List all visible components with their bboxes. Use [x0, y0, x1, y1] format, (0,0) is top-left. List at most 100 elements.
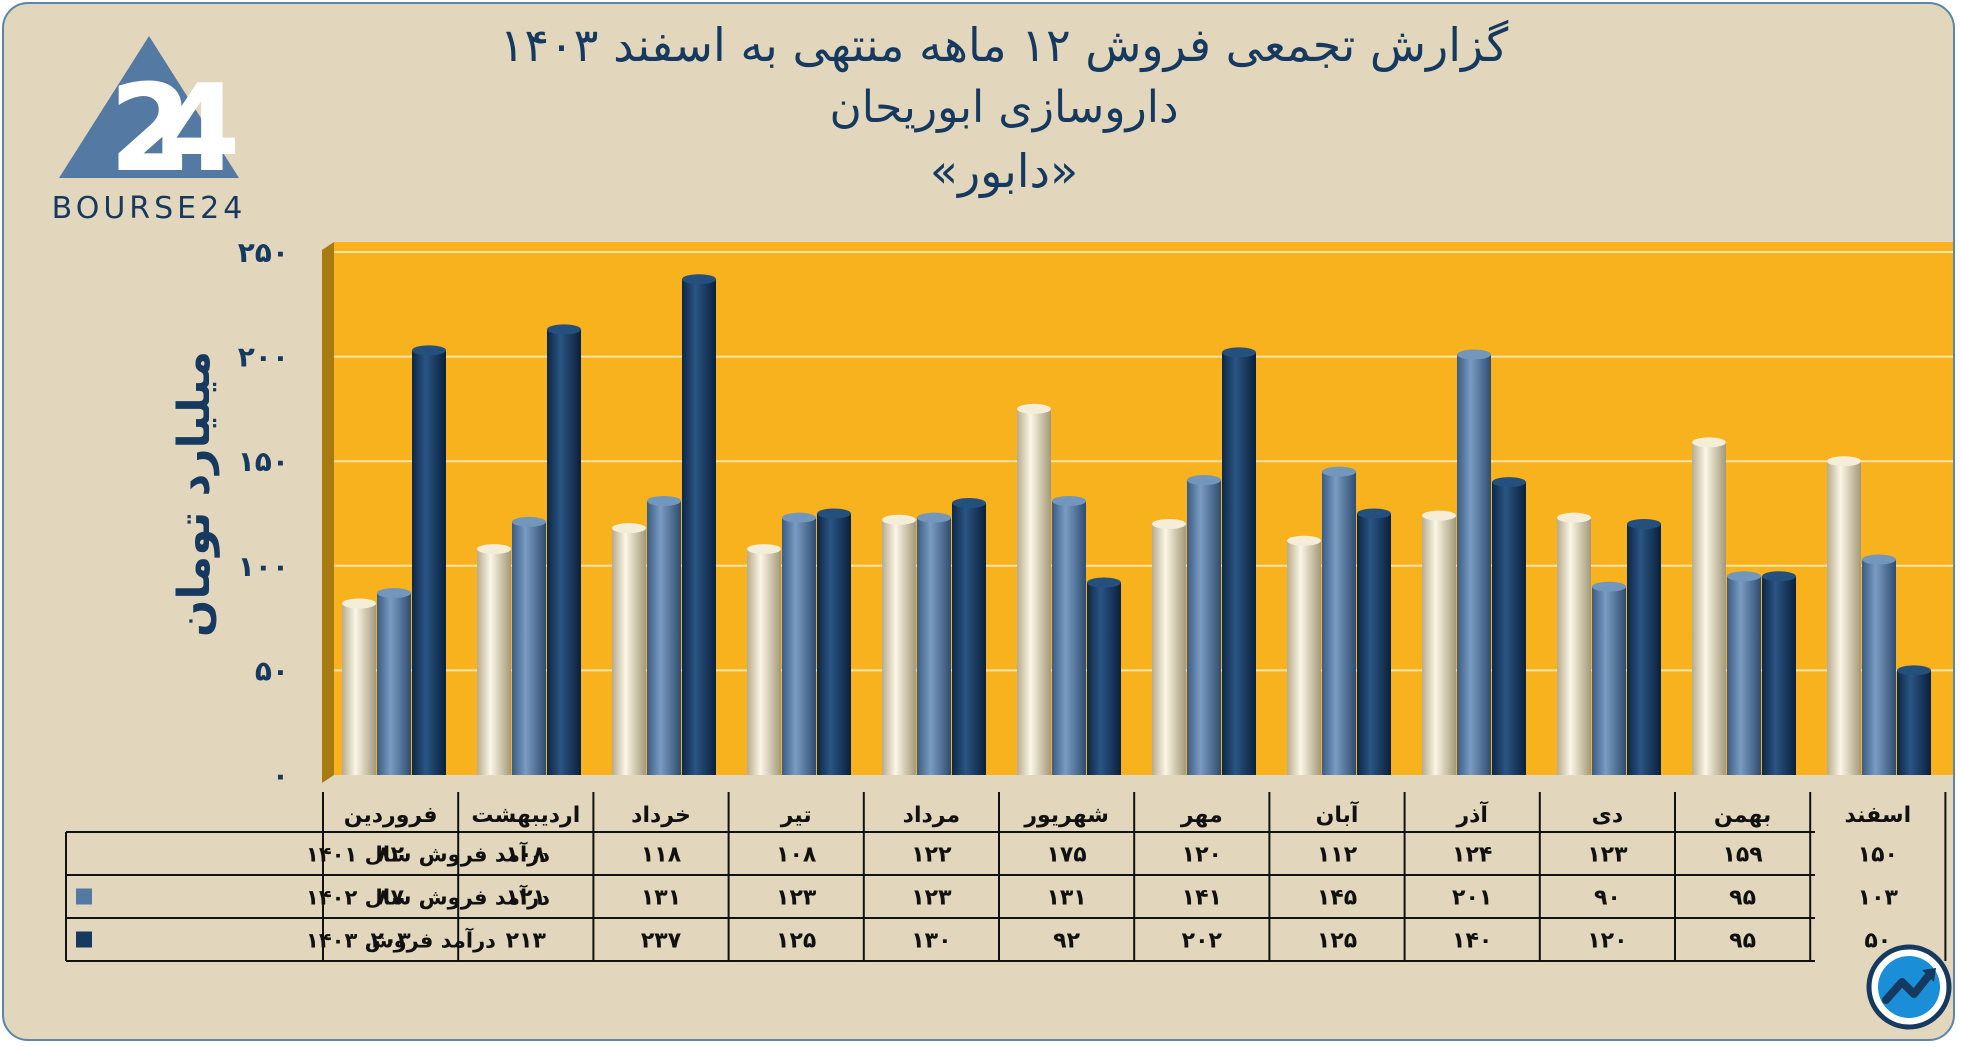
bar-body — [1287, 540, 1321, 775]
bar-body — [1492, 482, 1526, 775]
bar-cap — [1052, 495, 1086, 506]
data-label: ۱۴۰ — [1452, 929, 1492, 954]
bar — [1762, 571, 1796, 775]
bar — [682, 274, 716, 775]
bar-body — [1222, 352, 1256, 775]
bar-body — [1187, 480, 1221, 775]
bar — [647, 495, 681, 775]
bar — [747, 544, 781, 775]
bar-body — [647, 500, 681, 775]
bar-cap — [1862, 554, 1896, 565]
data-label: ۱۵۹ — [1722, 843, 1762, 868]
bar-body — [1087, 582, 1121, 775]
bar-body — [547, 329, 581, 775]
data-label: ۹۵ — [1729, 929, 1756, 954]
bar-cap — [1762, 571, 1796, 582]
svg-text:2: 2 — [109, 60, 193, 199]
bar-cap — [1692, 437, 1726, 448]
data-label: ۲۰۱ — [1452, 886, 1492, 911]
bar-cap — [1322, 466, 1356, 477]
bar-body — [612, 528, 646, 775]
bar-cap — [1222, 347, 1256, 358]
y-axis-label: میلیارد تومان — [169, 350, 220, 638]
bar-cap — [647, 495, 681, 506]
bar-cap — [1087, 577, 1121, 588]
bar — [612, 523, 646, 775]
bar — [782, 512, 816, 775]
bar-body — [1692, 442, 1726, 775]
bar-cap — [1827, 456, 1861, 467]
x-tick-label: بهمن — [1714, 803, 1771, 828]
bar — [1187, 475, 1221, 775]
bar-cap — [1017, 403, 1051, 414]
x-tick-label: خرداد — [631, 803, 691, 828]
bar-body — [682, 279, 716, 775]
bar-cap — [1897, 665, 1931, 676]
bar — [1152, 518, 1186, 775]
bar-body — [817, 513, 851, 775]
x-tick-label: مرداد — [903, 803, 960, 828]
bar — [1287, 535, 1321, 775]
bar-cap — [1727, 571, 1761, 582]
bar — [952, 498, 986, 775]
bar-body — [1827, 461, 1861, 775]
data-label: ۱۰۸ — [506, 843, 547, 868]
y-tick-label: ۲۵۰ — [238, 236, 289, 269]
legend-swatch — [76, 888, 92, 905]
bar — [1052, 495, 1086, 775]
data-label: ۸۷ — [377, 886, 404, 911]
bar — [1862, 554, 1896, 775]
x-tick-label: آذر — [1455, 800, 1488, 828]
trend-arrow-icon — [1866, 944, 1952, 1030]
bar — [1087, 577, 1121, 775]
data-label: ۲۰۳ — [370, 929, 411, 954]
bar-body — [882, 519, 916, 775]
data-label: ۱۳۰ — [911, 929, 951, 954]
bar-cap — [1592, 581, 1626, 592]
x-tick-label: آبان — [1316, 800, 1359, 828]
bar-body — [1152, 523, 1186, 775]
bar-body — [477, 549, 511, 775]
bar-cap — [612, 523, 646, 534]
x-tick-label: فروردین — [344, 803, 438, 828]
bar-cap — [882, 514, 916, 525]
plot-side-wall — [322, 242, 334, 783]
bar — [882, 514, 916, 775]
x-tick-label: تیر — [780, 803, 812, 828]
bar-cap — [1187, 475, 1221, 486]
data-label: ۱۷۵ — [1046, 843, 1086, 868]
bar-cap — [547, 324, 581, 335]
bar-body — [1727, 576, 1761, 775]
data-label: ۱۱۲ — [1317, 843, 1358, 868]
bar-cap — [1357, 508, 1391, 519]
bar-body — [412, 350, 446, 775]
x-tick-label: دی — [1592, 803, 1623, 828]
bar-body — [1017, 408, 1051, 775]
data-label: ۱۲۱ — [506, 886, 546, 911]
data-label: ۱۲۲ — [911, 843, 952, 868]
bar — [817, 508, 851, 775]
bar — [342, 598, 376, 775]
x-tick-label: اردیبهشت — [471, 803, 580, 828]
bar-cap — [342, 598, 376, 609]
bar-cap — [512, 516, 546, 527]
data-label: ۱۲۴ — [1452, 843, 1492, 868]
data-label: ۲۱۳ — [506, 929, 547, 954]
bar — [547, 324, 581, 775]
bar-cap — [377, 587, 411, 598]
bar-body — [1557, 517, 1591, 775]
bar-cap — [1557, 512, 1591, 523]
bar-body — [1457, 354, 1491, 775]
bar-body — [1592, 586, 1626, 775]
bar — [1492, 477, 1526, 775]
bar-body — [1627, 523, 1661, 775]
bar-body — [1862, 559, 1896, 775]
bar-cap — [682, 274, 716, 285]
chart-symbol: «دابور» — [929, 144, 1079, 198]
chart-title: گزارش تجمعی فروش ۱۲ ماهه منتهی به اسفند … — [499, 18, 1509, 72]
svg-text:4: 4 — [157, 60, 241, 199]
chart: ۰ ۵۰ ۱۰۰ ۱۵۰ ۲۰۰ ۲۵۰ فروردین اردیبهشت خرداد تیر م… — [65, 236, 1953, 962]
y-tick-label: ۲۰۰ — [238, 341, 289, 374]
y-tick-label: ۰ — [272, 759, 289, 792]
